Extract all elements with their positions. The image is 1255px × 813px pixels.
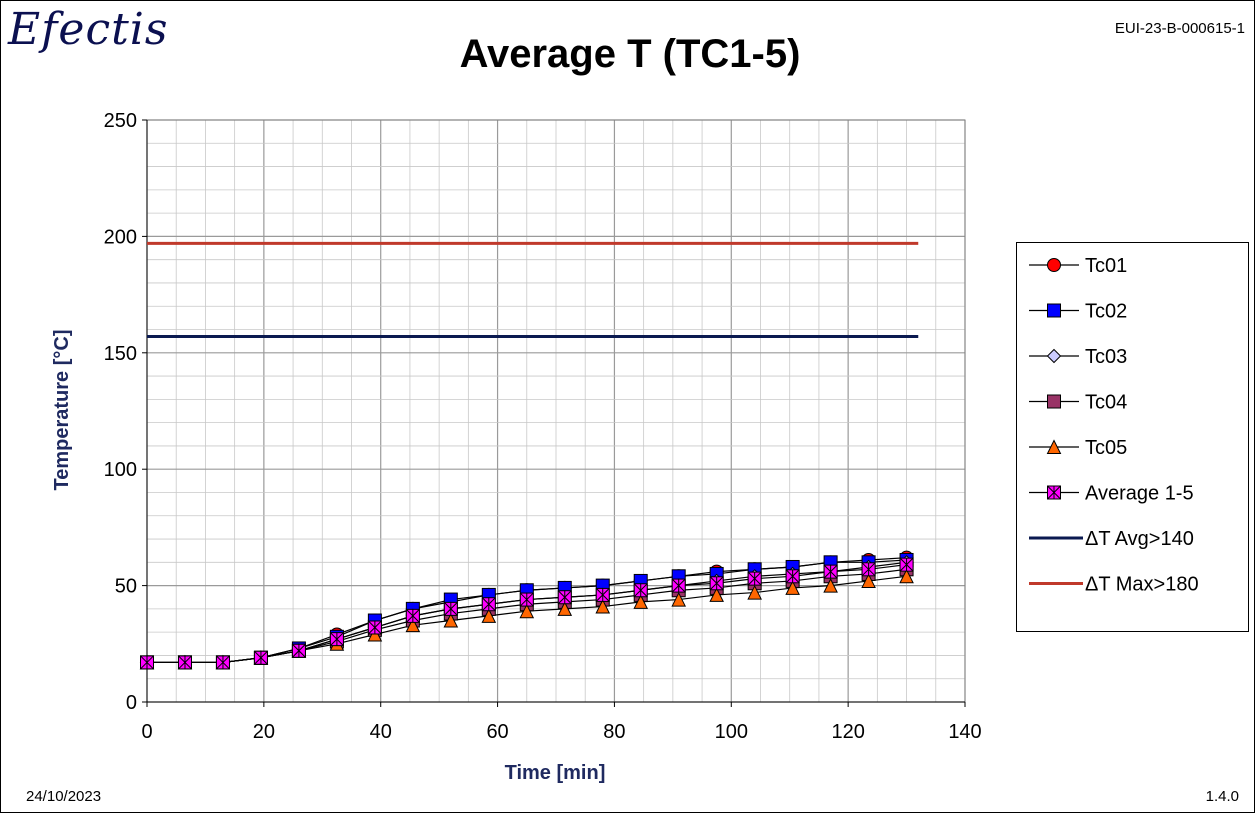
- x-tick-label: 60: [486, 721, 508, 743]
- y-axis-label: Temperature [°C]: [51, 330, 73, 491]
- series-markers: [139, 550, 914, 670]
- legend-marker-4: [1046, 439, 1062, 454]
- x-tick-label: 0: [141, 721, 152, 743]
- series-5-point: [443, 601, 458, 616]
- x-tick-label: 100: [715, 721, 748, 743]
- x-tick-label: 20: [253, 721, 275, 743]
- series-5-point: [405, 608, 420, 623]
- series-5-point: [785, 569, 800, 584]
- footer-date: 24/10/2023: [26, 788, 102, 805]
- legend-marker-3: [1047, 394, 1061, 409]
- series-5-point: [519, 592, 534, 607]
- chart-axes: [142, 119, 966, 707]
- series-5-point: [595, 587, 610, 602]
- series-5-point: [481, 597, 496, 612]
- series-5-point: [291, 643, 306, 658]
- y-tick-label: 100: [104, 459, 137, 481]
- legend-label-4: Tc05: [1085, 437, 1127, 459]
- series-5-point: [367, 620, 382, 635]
- footer-version: 1.4.0: [1205, 788, 1239, 805]
- x-tick-label: 120: [831, 721, 864, 743]
- legend-svg: Tc01 Tc02 Tc03 Tc04 Tc05 Average 1-5 ΔT Avg>14…: [1029, 255, 1199, 596]
- series-4-point: [633, 594, 649, 609]
- series-4-point: [519, 603, 535, 619]
- legend-threshold-label-0: ΔT Avg>140: [1085, 528, 1194, 550]
- legend-marker-5: [1047, 485, 1061, 500]
- series-5-point: [899, 557, 914, 572]
- series-4-point: [595, 598, 611, 614]
- efectis-logo: Efectis: [8, 4, 169, 55]
- chart-grid: [146, 119, 966, 703]
- series-4-point: [747, 584, 762, 600]
- series-4-point: [785, 580, 800, 595]
- series-4-point: [557, 601, 573, 616]
- series-4-point: [709, 587, 724, 602]
- series-5-point: [215, 655, 230, 670]
- series-4-point: [481, 608, 497, 623]
- series-5-point: [747, 571, 762, 586]
- series-4-point: [899, 568, 914, 584]
- series-5-point: [823, 564, 838, 579]
- series-5-point: [140, 655, 154, 670]
- legend-threshold-label-1: ΔT Max>180: [1085, 574, 1199, 596]
- legend-label-5: Average 1-5: [1085, 483, 1194, 505]
- series-5-point: [329, 632, 344, 647]
- series-5-point: [671, 578, 686, 593]
- threshold-lines: [147, 241, 919, 339]
- x-tick-label: 80: [603, 721, 625, 743]
- legend: Tc01 Tc02 Tc03 Tc04 Tc05 Average 1-5 ΔT Avg>14…: [1016, 242, 1249, 632]
- series-5-point: [709, 576, 724, 591]
- chart-title: Average T (TC1-5): [459, 32, 801, 76]
- series-5-point: [633, 583, 648, 598]
- series-4-point: [823, 577, 838, 593]
- series-5-point: [557, 590, 572, 605]
- y-tick-label: 200: [104, 226, 137, 248]
- legend-marker-0: [1047, 258, 1061, 272]
- report-id: EUI-23-B-000615-1: [1114, 20, 1245, 37]
- y-tick-label: 0: [126, 692, 137, 714]
- legend-label-0: Tc01: [1085, 255, 1127, 277]
- legend-label-3: Tc04: [1085, 392, 1127, 414]
- series-5-point: [253, 650, 268, 665]
- legend-marker-1: [1047, 303, 1061, 318]
- x-tick-label: 40: [370, 721, 392, 743]
- series-5-point: [177, 655, 192, 670]
- y-tick-label: 50: [115, 576, 137, 598]
- x-axis-label: Time [min]: [505, 762, 606, 784]
- x-tick-label: 140: [948, 721, 981, 743]
- legend-marker-2: [1046, 348, 1062, 364]
- tick-labels: 0 20 40 60 80 100 120 140 0 50 100 150 200 250: [104, 110, 982, 743]
- y-tick-label: 250: [104, 110, 137, 132]
- series-5-point: [861, 562, 876, 577]
- series-4-point: [671, 591, 687, 607]
- legend-label-2: Tc03: [1085, 346, 1127, 368]
- series-4-point: [405, 617, 421, 633]
- legend-label-1: Tc02: [1085, 301, 1127, 323]
- series-4-point: [861, 573, 876, 588]
- y-tick-label: 150: [104, 343, 137, 365]
- series-4-point: [443, 612, 459, 628]
